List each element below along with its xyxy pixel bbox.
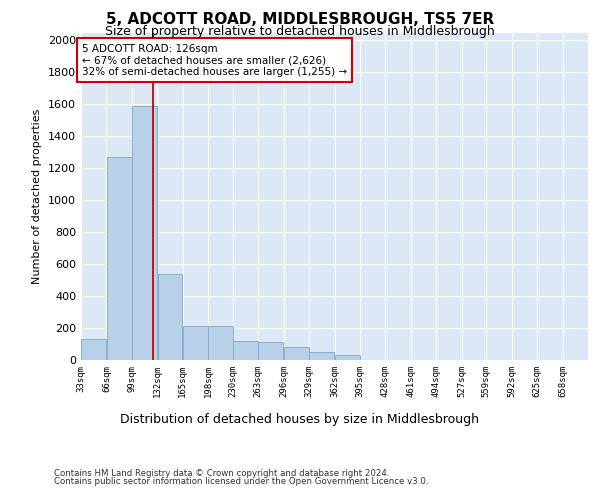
Y-axis label: Number of detached properties: Number of detached properties [32,108,43,284]
Bar [132,106,157,360]
Bar [310,352,334,360]
Bar [259,342,283,360]
Text: 5, ADCOTT ROAD, MIDDLESBROUGH, TS5 7ER: 5, ADCOTT ROAD, MIDDLESBROUGH, TS5 7ER [106,12,494,28]
Bar [158,274,182,360]
Bar [107,157,131,360]
Text: Contains public sector information licensed under the Open Government Licence v3: Contains public sector information licen… [54,477,428,486]
Text: Size of property relative to detached houses in Middlesbrough: Size of property relative to detached ho… [105,25,495,38]
Bar [81,339,106,360]
Text: Contains HM Land Registry data © Crown copyright and database right 2024.: Contains HM Land Registry data © Crown c… [54,469,389,478]
Text: Distribution of detached houses by size in Middlesbrough: Distribution of detached houses by size … [121,412,479,426]
Text: 5 ADCOTT ROAD: 126sqm
← 67% of detached houses are smaller (2,626)
32% of semi-d: 5 ADCOTT ROAD: 126sqm ← 67% of detached … [82,44,347,77]
Bar [208,326,233,360]
Bar [284,347,309,360]
Bar [183,326,208,360]
Bar [233,341,258,360]
Bar [335,355,359,360]
